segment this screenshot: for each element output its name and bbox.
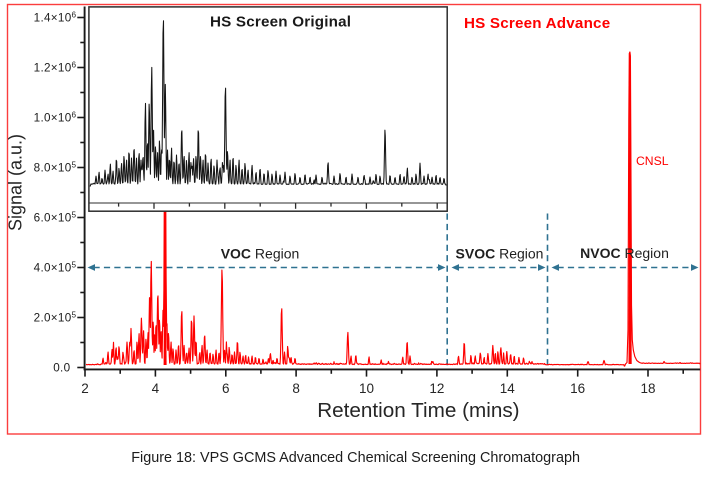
svg-text:Figure 18: VPS GCMS Advanced C: Figure 18: VPS GCMS Advanced Chemical Sc… xyxy=(131,450,580,466)
svg-text:8: 8 xyxy=(292,381,300,396)
svg-text:6: 6 xyxy=(222,381,230,396)
svg-text:NVOC Region: NVOC Region xyxy=(580,245,669,261)
svg-text:CNSL: CNSL xyxy=(636,154,669,168)
svg-text:12: 12 xyxy=(429,381,444,396)
svg-text:6.0×105: 6.0×105 xyxy=(34,211,77,225)
svg-text:4.0×105: 4.0×105 xyxy=(34,261,77,275)
svg-text:14: 14 xyxy=(500,381,516,396)
svg-text:HS Screen Advance: HS Screen Advance xyxy=(464,15,610,32)
svg-text:4: 4 xyxy=(152,381,160,396)
svg-text:Signal (a.u.): Signal (a.u.) xyxy=(6,134,26,231)
svg-text:1.2×106: 1.2×106 xyxy=(34,61,77,75)
svg-text:Retention Time (mins): Retention Time (mins) xyxy=(317,399,519,422)
svg-text:1.4×106: 1.4×106 xyxy=(34,11,77,25)
svg-text:18: 18 xyxy=(640,381,655,396)
svg-text:1.0×106: 1.0×106 xyxy=(34,111,77,125)
svg-text:10: 10 xyxy=(359,381,374,396)
svg-text:HS Screen Original: HS Screen Original xyxy=(210,13,351,30)
svg-text:8.0×105: 8.0×105 xyxy=(34,161,77,175)
svg-text:SVOC Region: SVOC Region xyxy=(456,246,544,262)
svg-text:0.0: 0.0 xyxy=(53,361,70,374)
svg-text:2: 2 xyxy=(81,381,89,396)
svg-text:VOC Region: VOC Region xyxy=(221,246,300,262)
svg-text:2.0×105: 2.0×105 xyxy=(34,311,77,325)
svg-text:16: 16 xyxy=(570,381,585,396)
